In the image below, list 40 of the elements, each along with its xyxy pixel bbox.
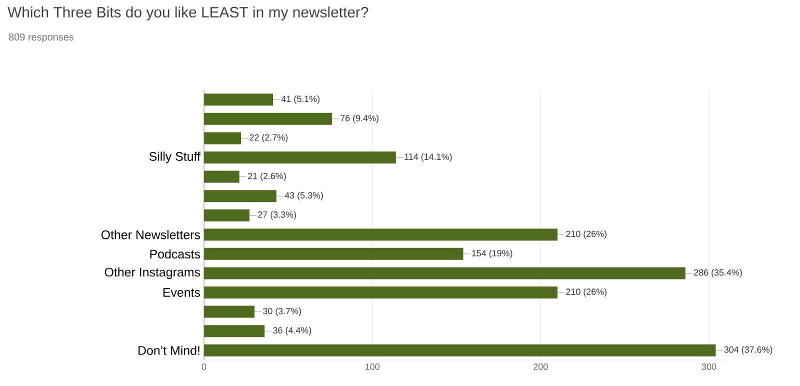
- bar: [204, 132, 242, 144]
- bar: [204, 248, 464, 260]
- bar: [204, 325, 265, 338]
- x-tick-label: 300: [702, 364, 716, 370]
- data-label: 210 (26%): [566, 288, 607, 297]
- bar: [204, 267, 686, 280]
- data-label: 304 (37.6%): [724, 346, 772, 355]
- bar: [204, 209, 250, 222]
- data-label: 30 (3.7%): [263, 308, 302, 316]
- data-label: 286 (35.4%): [694, 269, 742, 278]
- x-tick-label: 200: [534, 364, 548, 370]
- bar: [204, 344, 716, 356]
- data-label: 76 (9.4%): [340, 114, 378, 124]
- y-tick-label: Don’t Mind!: [138, 346, 200, 355]
- data-label: 22 (2.7%): [250, 134, 288, 142]
- y-tick-label: Silly Stuff: [149, 152, 201, 164]
- bar: [204, 94, 274, 106]
- bar: [204, 306, 255, 318]
- data-label: 43 (5.3%): [284, 192, 323, 200]
- text: 809 responses: [8, 34, 74, 43]
- data-label: 210 (26%): [566, 230, 607, 239]
- bar: [204, 170, 240, 183]
- x-tick-label: 0: [202, 364, 206, 370]
- data-label: 114 (14.1%): [404, 153, 452, 162]
- bar: [204, 286, 558, 299]
- bar: [204, 112, 332, 125]
- chart-title: Which Three Bits do you like LEAST in my newsletter?: [8, 6, 368, 20]
- data-label: 21 (2.6%): [248, 172, 286, 181]
- bar: [204, 228, 558, 241]
- bar: [204, 152, 396, 164]
- y-tick-label: Podcasts: [150, 249, 200, 259]
- data-label: 27 (3.3%): [258, 211, 296, 220]
- x-tick-label: 100: [366, 364, 380, 370]
- data-label: 154 (19%): [472, 250, 512, 258]
- data-label: 41 (5.1%): [281, 95, 320, 104]
- bar: [204, 190, 276, 202]
- y-tick-label: Other Instagrams: [104, 267, 200, 280]
- y-tick-label: Events: [163, 288, 200, 297]
- y-tick-label: Other Newsletters: [101, 230, 200, 240]
- data-label: 36 (4.4%): [273, 326, 312, 336]
